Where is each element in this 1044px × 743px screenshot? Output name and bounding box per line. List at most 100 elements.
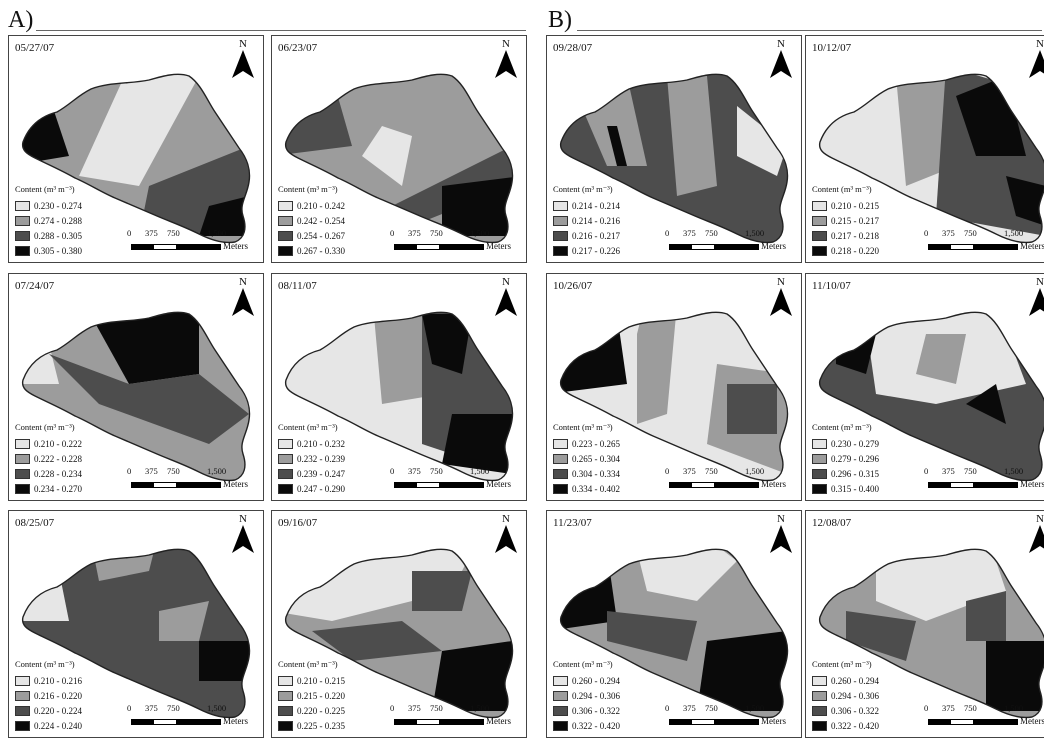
legend-title: Content (m³ m⁻³) <box>15 184 75 194</box>
legend-swatch <box>278 200 293 211</box>
moisture-zone <box>667 76 717 196</box>
legend-row: 0.220 - 0.225 <box>278 703 345 718</box>
legend-swatch <box>278 720 293 731</box>
legend-swatch <box>812 230 827 241</box>
legend-class-label: 0.247 - 0.290 <box>297 483 345 494</box>
legend-row: 0.242 - 0.254 <box>278 213 345 228</box>
soil-moisture-map <box>559 311 789 482</box>
legend-class-label: 0.306 - 0.322 <box>572 705 620 716</box>
scale-tick-label: 375 <box>408 466 421 476</box>
north-arrow-icon <box>232 50 254 78</box>
watershed-boundary <box>818 73 1044 244</box>
moisture-zone <box>199 641 249 681</box>
legend-class-label: 0.232 - 0.239 <box>297 453 345 464</box>
legend-swatch <box>812 720 827 731</box>
scale-tick-label: 375 <box>683 228 696 238</box>
scale-unit: Meters <box>761 241 786 251</box>
scale-bar-graphic <box>669 244 759 250</box>
scale-bar-graphic <box>394 244 484 250</box>
legend-class-label: 0.216 - 0.220 <box>34 690 82 701</box>
panel-date: 08/25/07 <box>15 517 55 529</box>
soil-moisture-map <box>284 311 514 482</box>
scale-bar-graphic <box>131 482 221 488</box>
legend-row: 0.247 - 0.290 <box>278 481 345 496</box>
moisture-zone <box>22 96 69 166</box>
legend-swatch <box>812 483 827 494</box>
legend: Content (m³ m⁻³) 0.230 - 0.274 0.274 - 0.2… <box>15 184 82 258</box>
legend-title: Content (m³ m⁻³) <box>278 422 338 432</box>
legend: Content (m³ m⁻³) 0.214 - 0.214 0.214 - 0.2… <box>553 184 620 258</box>
legend-class-label: 0.239 - 0.247 <box>297 468 345 479</box>
soil-moisture-map <box>21 548 251 719</box>
north-arrow-icon <box>232 525 254 553</box>
legend-class-label: 0.222 - 0.228 <box>34 453 82 464</box>
legend-row: 0.215 - 0.217 <box>812 213 879 228</box>
map-panel: 11/23/07 N Content (m³ m⁻³) 0.260 - 0.294 0.… <box>546 510 802 738</box>
moisture-zone <box>22 344 59 384</box>
legend-swatch <box>553 230 568 241</box>
scale-tick-label: 750 <box>430 228 443 238</box>
scale-tick-label: 375 <box>942 703 955 713</box>
scale-tick-label: 1,500 <box>207 466 227 476</box>
legend-swatch <box>15 690 30 701</box>
soil-moisture-map <box>284 548 514 719</box>
scale-bar-graphic <box>131 244 221 250</box>
scale-bar: 0 375 750 1,500 Meters <box>665 703 801 726</box>
scale-tick-label: 375 <box>145 466 158 476</box>
scale-tick-label: 1,500 <box>1004 466 1024 476</box>
scale-tick-label: 0 <box>390 466 395 476</box>
watershed-boundary <box>284 311 514 482</box>
legend-swatch <box>278 245 293 256</box>
legend-class-label: 0.254 - 0.267 <box>297 230 345 241</box>
scale-tick-label: 1,500 <box>1004 703 1024 713</box>
legend-class-label: 0.305 - 0.380 <box>34 245 82 256</box>
scale-tick-label: 1,500 <box>745 228 765 238</box>
legend: Content (m³ m⁻³) 0.210 - 0.222 0.222 - 0.2… <box>15 422 82 496</box>
legend-class-label: 0.274 - 0.288 <box>34 215 82 226</box>
scale-tick-label: 0 <box>924 228 929 238</box>
north-arrow: N <box>766 276 796 323</box>
scale-bar: 0 375 750 1,500 Meters <box>390 228 526 251</box>
north-arrow: N <box>228 276 258 323</box>
legend-swatch <box>15 200 30 211</box>
moisture-zone <box>49 354 249 444</box>
watershed-boundary <box>21 73 251 244</box>
legend-class-label: 0.334 - 0.402 <box>572 483 620 494</box>
map-panel: 09/16/07 N Content (m³ m⁻³) 0.210 - 0.215 0.… <box>271 510 527 738</box>
legend-row: 0.306 - 0.322 <box>812 703 879 718</box>
scale-unit: Meters <box>486 716 511 726</box>
scale-bar: 0 375 750 1,500 Meters <box>924 466 1044 489</box>
scale-tick-label: 375 <box>145 703 158 713</box>
legend-swatch <box>812 245 827 256</box>
legend-row: 0.210 - 0.215 <box>278 673 345 688</box>
legend-class-label: 0.260 - 0.294 <box>831 675 879 686</box>
legend-swatch <box>278 438 293 449</box>
scale-unit: Meters <box>1020 479 1044 489</box>
map-panel: 08/25/07 N Content (m³ m⁻³) 0.210 - 0.216 0.… <box>8 510 264 738</box>
legend-swatch <box>15 705 30 716</box>
north-label: N <box>502 276 510 288</box>
legend-class-label: 0.304 - 0.334 <box>572 468 620 479</box>
legend-row: 0.230 - 0.279 <box>812 436 879 451</box>
panel-date: 07/24/07 <box>15 280 55 292</box>
legend-row: 0.296 - 0.315 <box>812 466 879 481</box>
scale-tick-label: 750 <box>167 703 180 713</box>
scale-unit: Meters <box>761 716 786 726</box>
soil-moisture-map <box>21 311 251 482</box>
north-label: N <box>502 513 510 525</box>
soil-moisture-map <box>559 73 789 244</box>
legend-swatch <box>278 483 293 494</box>
scale-tick-label: 375 <box>408 228 421 238</box>
scale-tick-label: 375 <box>683 703 696 713</box>
legend-class-label: 0.279 - 0.296 <box>831 453 879 464</box>
north-label: N <box>777 276 785 288</box>
north-label: N <box>1036 276 1044 288</box>
scale-tick-label: 750 <box>705 466 718 476</box>
group-rule-b <box>577 30 1042 31</box>
scale-unit: Meters <box>223 479 248 489</box>
scale-tick-label: 1,500 <box>470 228 490 238</box>
scale-unit: Meters <box>486 479 511 489</box>
north-arrow: N <box>228 38 258 85</box>
legend-class-label: 0.210 - 0.222 <box>34 438 82 449</box>
legend-row: 0.288 - 0.305 <box>15 228 82 243</box>
